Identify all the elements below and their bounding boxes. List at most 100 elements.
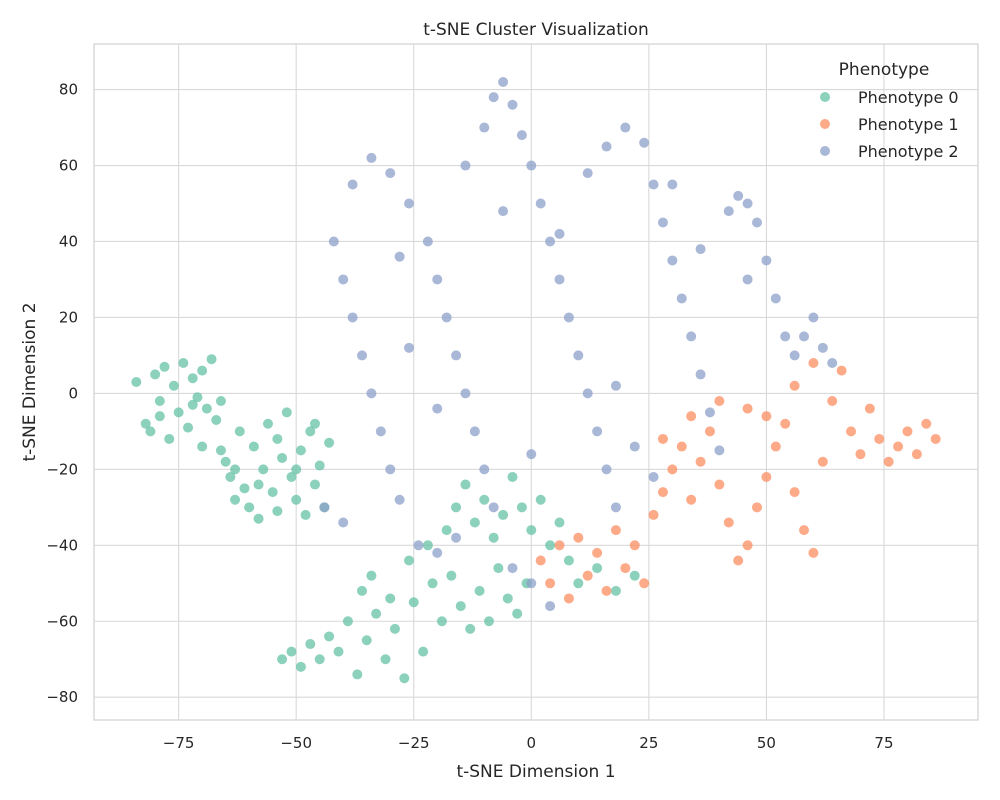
scatter-point bbox=[451, 532, 462, 543]
scatter-point bbox=[789, 487, 800, 498]
scatter-point bbox=[286, 646, 297, 657]
scatter-point bbox=[639, 137, 650, 148]
scatter-point bbox=[324, 437, 335, 448]
scatter-point bbox=[526, 160, 537, 171]
scatter-point bbox=[432, 403, 443, 414]
scatter-point bbox=[197, 441, 208, 452]
scatter-point bbox=[272, 433, 283, 444]
scatter-point bbox=[498, 206, 509, 217]
scatter-point bbox=[493, 563, 504, 574]
scatter-point bbox=[526, 449, 537, 460]
scatter-point bbox=[310, 418, 320, 429]
scatter-point bbox=[695, 244, 706, 255]
scatter-point bbox=[328, 236, 339, 247]
y-tick-label: 80 bbox=[59, 81, 78, 99]
y-axis-label: t-SNE Dimension 2 bbox=[20, 302, 40, 461]
scatter-point bbox=[648, 471, 659, 482]
x-tick-label: −50 bbox=[280, 734, 312, 752]
scatter-point bbox=[333, 646, 344, 657]
scatter-point bbox=[469, 517, 480, 528]
scatter-point bbox=[258, 464, 269, 475]
scatter-point bbox=[752, 217, 762, 228]
legend-entry-label: Phenotype 0 bbox=[858, 88, 959, 107]
scatter-point bbox=[761, 411, 772, 422]
plot-area bbox=[93, 43, 979, 721]
scatter-point bbox=[272, 506, 283, 517]
scatter-point bbox=[911, 449, 922, 460]
scatter-point bbox=[512, 608, 523, 619]
scatter-point bbox=[554, 540, 565, 551]
x-tick-label: 0 bbox=[527, 734, 537, 752]
scatter-point bbox=[780, 331, 791, 342]
scatter-point bbox=[799, 525, 810, 536]
scatter-point bbox=[780, 418, 791, 429]
scatter-point bbox=[723, 206, 734, 217]
scatter-point bbox=[563, 312, 574, 323]
scatter-point bbox=[770, 293, 781, 304]
scatter-point bbox=[488, 532, 499, 543]
scatter-point bbox=[253, 479, 264, 490]
scatter-point bbox=[338, 517, 349, 528]
x-axis-label: t-SNE Dimension 1 bbox=[456, 762, 615, 782]
scatter-point bbox=[808, 547, 819, 558]
scatter-point bbox=[723, 517, 734, 528]
scatter-point bbox=[295, 445, 306, 456]
scatter-point bbox=[770, 441, 781, 452]
scatter-point bbox=[178, 358, 189, 369]
x-tick-label: −75 bbox=[163, 734, 195, 752]
scatter-point bbox=[455, 601, 466, 612]
scatter-point bbox=[215, 395, 226, 406]
scatter-point bbox=[248, 441, 259, 452]
scatter-point bbox=[761, 471, 772, 482]
scatter-point bbox=[695, 369, 706, 380]
scatter-point bbox=[883, 456, 894, 467]
x-tick-label: −25 bbox=[398, 734, 430, 752]
scatter-point bbox=[592, 426, 603, 437]
scatter-point bbox=[314, 654, 325, 665]
scatter-point bbox=[436, 616, 447, 627]
scatter-point bbox=[526, 578, 537, 589]
scatter-point bbox=[629, 441, 640, 452]
scatter-point bbox=[930, 433, 941, 444]
scatter-point bbox=[460, 160, 471, 171]
y-tick-label: −60 bbox=[46, 612, 78, 630]
scatter-point bbox=[187, 373, 198, 384]
y-tick-label: 0 bbox=[68, 384, 78, 402]
scatter-point bbox=[371, 608, 382, 619]
scatter-point bbox=[827, 358, 838, 369]
scatter-point bbox=[657, 217, 668, 228]
scatter-point bbox=[629, 540, 640, 551]
x-tick-label: 50 bbox=[757, 734, 776, 752]
scatter-point bbox=[385, 464, 396, 475]
scatter-point bbox=[483, 616, 494, 627]
scatter-point bbox=[187, 399, 198, 410]
scatter-point bbox=[488, 502, 499, 513]
scatter-point bbox=[902, 426, 913, 437]
scatter-point bbox=[267, 487, 278, 498]
scatter-point bbox=[347, 179, 358, 190]
scatter-point bbox=[507, 471, 518, 482]
scatter-point bbox=[230, 464, 241, 475]
axes-frame bbox=[93, 43, 979, 721]
scatter-point bbox=[704, 407, 715, 418]
scatter-point bbox=[244, 502, 255, 513]
scatter-point bbox=[535, 198, 546, 209]
scatter-point bbox=[300, 509, 311, 520]
scatter-point bbox=[277, 654, 288, 665]
scatter-point bbox=[277, 452, 288, 463]
scatter-point bbox=[789, 350, 800, 361]
scatter-point bbox=[545, 540, 556, 551]
y-tick-label: 20 bbox=[59, 308, 78, 326]
scatter-point bbox=[347, 312, 358, 323]
scatter-point bbox=[479, 494, 490, 505]
scatter-point bbox=[864, 403, 875, 414]
scatter-point bbox=[752, 502, 762, 513]
scatter-point bbox=[921, 418, 932, 429]
scatter-point bbox=[380, 654, 391, 665]
scatter-point bbox=[676, 293, 687, 304]
scatter-point bbox=[610, 502, 621, 513]
scatter-point bbox=[601, 141, 612, 152]
scatter-point bbox=[714, 445, 725, 456]
scatter-point bbox=[413, 540, 424, 551]
